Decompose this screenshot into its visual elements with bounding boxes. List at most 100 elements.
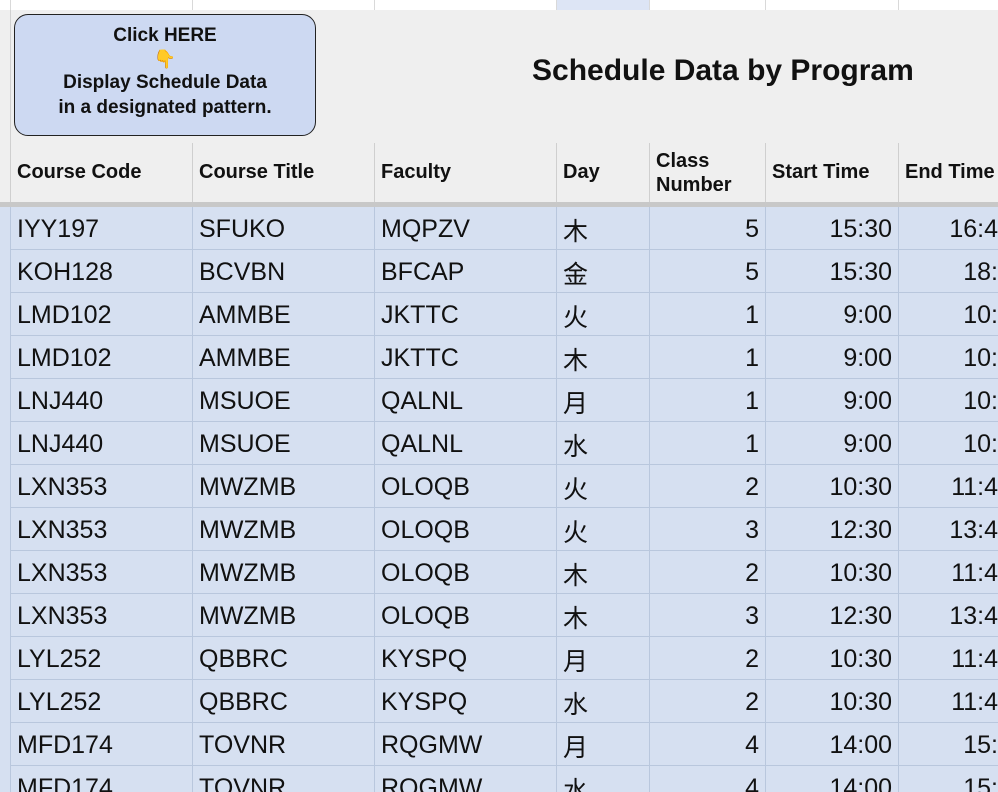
start-time-cell[interactable]: 12:30 [765,594,898,637]
class-number-cell[interactable]: 1 [649,336,765,379]
end-time-cell[interactable]: 15: [898,766,998,792]
faculty-cell[interactable]: MQPZV [374,207,556,250]
day-cell[interactable]: 水 [556,680,649,723]
course-code-cell[interactable]: LMD102 [10,336,192,379]
faculty-cell[interactable]: JKTTC [374,336,556,379]
class-number-cell[interactable]: 2 [649,551,765,594]
day-cell[interactable]: 木 [556,207,649,250]
course-title-cell[interactable]: AMMBE [192,293,374,336]
table-row[interactable]: LXN353 MWZMB OLOQB 木 3 12:30 13:4 [0,594,998,637]
class-number-cell[interactable]: 3 [649,508,765,551]
end-time-cell[interactable]: 11:4 [898,680,998,723]
start-time-cell[interactable]: 9:00 [765,422,898,465]
table-row[interactable]: LYL252 QBBRC KYSPQ 水 2 10:30 11:4 [0,680,998,723]
class-number-cell[interactable]: 2 [649,680,765,723]
course-title-cell[interactable]: QBBRC [192,680,374,723]
class-number-cell[interactable]: 4 [649,723,765,766]
column-header-faculty[interactable]: Faculty [374,143,556,202]
end-time-cell[interactable]: 18: [898,250,998,293]
end-time-cell[interactable]: 10: [898,422,998,465]
course-code-cell[interactable]: KOH128 [10,250,192,293]
course-code-cell[interactable]: LXN353 [10,465,192,508]
class-number-cell[interactable]: 1 [649,422,765,465]
course-title-cell[interactable]: MWZMB [192,465,374,508]
day-cell[interactable]: 火 [556,508,649,551]
course-code-cell[interactable]: LNJ440 [10,422,192,465]
faculty-cell[interactable]: OLOQB [374,551,556,594]
day-cell[interactable]: 火 [556,293,649,336]
column-header-day[interactable]: Day [556,143,649,202]
course-title-cell[interactable]: TOVNR [192,723,374,766]
faculty-cell[interactable]: OLOQB [374,594,556,637]
day-cell[interactable]: 水 [556,766,649,792]
course-code-cell[interactable]: LXN353 [10,551,192,594]
class-number-cell[interactable]: 1 [649,379,765,422]
course-title-cell[interactable]: TOVNR [192,766,374,792]
end-time-cell[interactable]: 11:4 [898,551,998,594]
start-time-cell[interactable]: 15:30 [765,207,898,250]
class-number-cell[interactable]: 5 [649,250,765,293]
class-number-cell[interactable]: 2 [649,637,765,680]
course-code-cell[interactable]: LMD102 [10,293,192,336]
table-row[interactable]: LNJ440 MSUOE QALNL 月 1 9:00 10: [0,379,998,422]
end-time-cell[interactable]: 13:4 [898,508,998,551]
course-code-cell[interactable]: LYL252 [10,637,192,680]
class-number-cell[interactable]: 4 [649,766,765,792]
end-time-cell[interactable]: 10: [898,379,998,422]
course-title-cell[interactable]: MWZMB [192,594,374,637]
display-schedule-button[interactable]: Click HERE 👇 Display Schedule Data in a … [14,14,316,136]
column-header-course-title[interactable]: Course Title [192,143,374,202]
table-row[interactable]: LXN353 MWZMB OLOQB 火 2 10:30 11:4 [0,465,998,508]
end-time-cell[interactable]: 10: [898,336,998,379]
table-row[interactable]: KOH128 BCVBN BFCAP 金 5 15:30 18: [0,250,998,293]
start-time-cell[interactable]: 10:30 [765,551,898,594]
column-header-class-number[interactable]: Class Number [649,143,765,202]
start-time-cell[interactable]: 10:30 [765,680,898,723]
column-header-start-time[interactable]: Start Time [765,143,898,202]
end-time-cell[interactable]: 15: [898,723,998,766]
table-row[interactable]: LMD102 AMMBE JKTTC 火 1 9:00 10: [0,293,998,336]
course-code-cell[interactable]: IYY197 [10,207,192,250]
end-time-cell[interactable]: 13:4 [898,594,998,637]
faculty-cell[interactable]: BFCAP [374,250,556,293]
course-title-cell[interactable]: SFUKO [192,207,374,250]
day-cell[interactable]: 金 [556,250,649,293]
start-time-cell[interactable]: 9:00 [765,379,898,422]
end-time-cell[interactable]: 11:4 [898,637,998,680]
faculty-cell[interactable]: OLOQB [374,465,556,508]
start-time-cell[interactable]: 9:00 [765,293,898,336]
course-code-cell[interactable]: LXN353 [10,594,192,637]
start-time-cell[interactable]: 10:30 [765,465,898,508]
day-cell[interactable]: 木 [556,594,649,637]
class-number-cell[interactable]: 1 [649,293,765,336]
class-number-cell[interactable]: 5 [649,207,765,250]
end-time-cell[interactable]: 16:4 [898,207,998,250]
start-time-cell[interactable]: 14:00 [765,723,898,766]
course-title-cell[interactable]: MWZMB [192,508,374,551]
faculty-cell[interactable]: QALNL [374,422,556,465]
start-time-cell[interactable]: 12:30 [765,508,898,551]
table-row[interactable]: LYL252 QBBRC KYSPQ 月 2 10:30 11:4 [0,637,998,680]
course-code-cell[interactable]: MFD174 [10,723,192,766]
course-code-cell[interactable]: LNJ440 [10,379,192,422]
day-cell[interactable]: 月 [556,637,649,680]
table-row[interactable]: LNJ440 MSUOE QALNL 水 1 9:00 10: [0,422,998,465]
faculty-cell[interactable]: QALNL [374,379,556,422]
column-header-end-time[interactable]: End Time [898,143,998,202]
course-code-cell[interactable]: LYL252 [10,680,192,723]
day-cell[interactable]: 月 [556,723,649,766]
course-title-cell[interactable]: AMMBE [192,336,374,379]
day-cell[interactable]: 木 [556,336,649,379]
table-row[interactable]: IYY197 SFUKO MQPZV 木 5 15:30 16:4 [0,207,998,250]
course-title-cell[interactable]: BCVBN [192,250,374,293]
faculty-cell[interactable]: OLOQB [374,508,556,551]
faculty-cell[interactable]: KYSPQ [374,637,556,680]
faculty-cell[interactable]: RQGMW [374,723,556,766]
course-title-cell[interactable]: MSUOE [192,422,374,465]
class-number-cell[interactable]: 2 [649,465,765,508]
faculty-cell[interactable]: RQGMW [374,766,556,792]
day-cell[interactable]: 火 [556,465,649,508]
table-row[interactable]: MFD174 TOVNR RQGMW 水 4 14:00 15: [0,766,998,792]
day-cell[interactable]: 月 [556,379,649,422]
table-row[interactable]: MFD174 TOVNR RQGMW 月 4 14:00 15: [0,723,998,766]
